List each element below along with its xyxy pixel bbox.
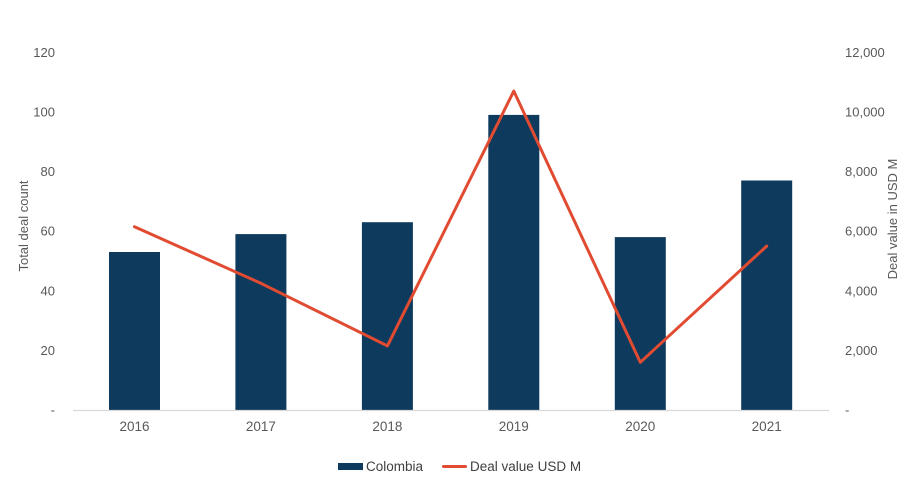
y-right-tick-4: 8,000 (845, 164, 878, 179)
x-label-2017: 2017 (246, 419, 276, 434)
y-right-tick-5: 10,000 (845, 104, 885, 119)
x-label-2019: 2019 (499, 419, 529, 434)
legend: Colombia Deal value USD M (338, 459, 581, 474)
legend-item-deal-value: Deal value USD M (442, 459, 581, 474)
y-axis-right-ticks: - 2,000 4,000 6,000 8,000 10,000 12,000 (845, 45, 885, 418)
x-label-2018: 2018 (372, 419, 402, 434)
y-axis-title-left: Total deal count (16, 180, 31, 271)
y-axis-left-ticks: - 20 40 60 80 100 120 (33, 45, 55, 418)
x-label-2021: 2021 (752, 419, 782, 434)
bar-2018 (361, 222, 413, 410)
y-left-tick-2: 40 (41, 283, 55, 298)
bar-2016 (109, 252, 160, 410)
y-right-tick-3: 6,000 (845, 224, 878, 239)
legend-label-colombia: Colombia (366, 459, 424, 474)
x-axis-labels: 2016 2017 2018 2019 2020 2021 (119, 419, 781, 434)
y-left-tick-4: 80 (41, 164, 55, 179)
y-left-tick-1: 20 (41, 343, 55, 358)
y-left-tick-0: - (51, 403, 55, 418)
y-left-tick-6: 120 (33, 45, 55, 60)
y-left-tick-3: 60 (41, 224, 55, 239)
y-left-tick-5: 100 (33, 104, 55, 119)
y-axis-title-right: Deal value in USD M (885, 159, 900, 280)
legend-item-colombia: Colombia (338, 459, 423, 474)
legend-label-deal-value: Deal value USD M (470, 459, 582, 474)
x-label-2020: 2020 (625, 419, 655, 434)
x-label-2016: 2016 (119, 419, 149, 434)
bar-2019 (488, 114, 540, 411)
y-right-tick-6: 12,000 (845, 45, 885, 60)
bar-2021 (741, 180, 793, 410)
y-right-tick-2: 4,000 (845, 283, 878, 298)
legend-bar-swatch-icon (338, 463, 363, 470)
y-right-tick-1: 2,000 (845, 343, 878, 358)
y-right-tick-0: - (845, 403, 849, 418)
legend-line-swatch-icon (442, 465, 468, 468)
bar-2017 (235, 234, 287, 410)
line-series-deal-value (133, 89, 769, 364)
